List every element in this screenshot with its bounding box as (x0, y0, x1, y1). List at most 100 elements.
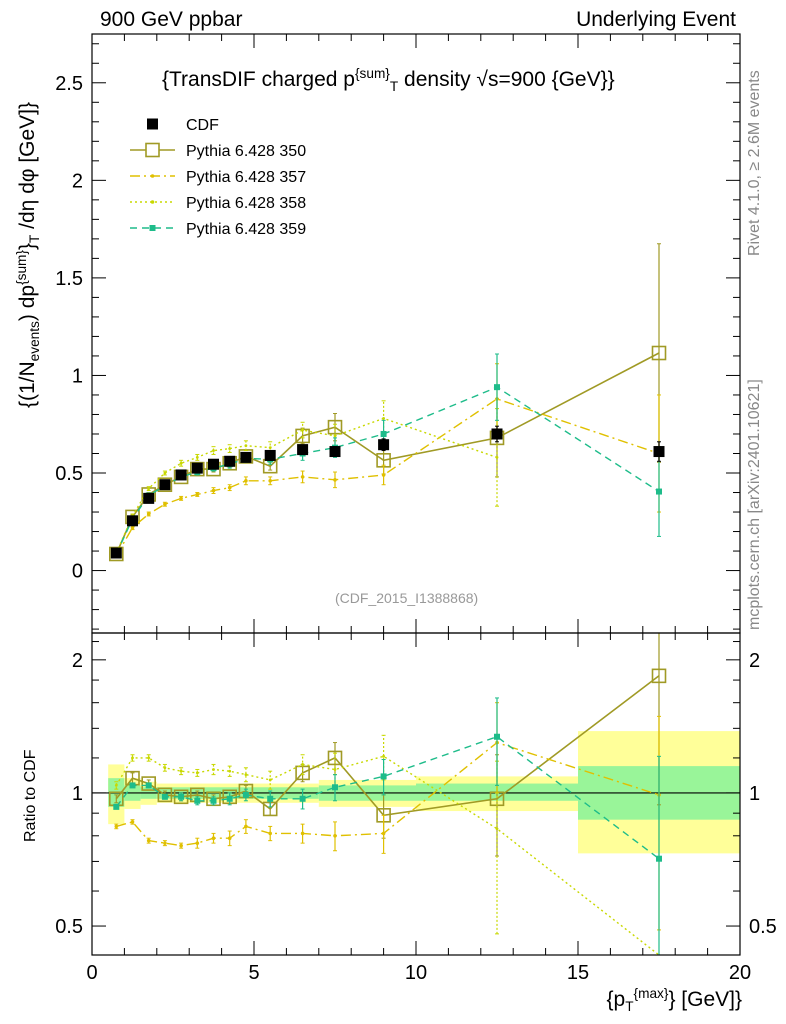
main-marker-2-2 (147, 487, 151, 491)
main-marker-2-5 (195, 455, 199, 459)
ratio-marker-2-13 (495, 827, 499, 831)
ratio-marker-3-5 (194, 797, 201, 804)
legend-label-0: CDF (186, 117, 219, 134)
main-marker-3-13 (494, 384, 500, 391)
ratio-marker-3-13 (494, 733, 500, 740)
main-ytick-label: 2 (72, 170, 83, 192)
legend-marker-1 (145, 142, 160, 158)
ratio-ytick-label-right: 1 (749, 783, 760, 805)
legend-marker-0 (147, 118, 158, 130)
main-ytick-label: 1 (72, 365, 83, 387)
main-marker-1-9 (268, 479, 273, 483)
ratio-ytick-label-left: 1 (72, 783, 83, 805)
ratio-marker-2-3 (163, 766, 167, 770)
main-marker-2-4 (179, 461, 183, 465)
main-marker-1-3 (163, 502, 167, 507)
main-marker-4-1 (127, 515, 138, 527)
main-marker-1-11 (333, 478, 337, 482)
ratio-marker-1-12 (381, 831, 386, 836)
ratio-marker-3-6 (210, 797, 217, 804)
main-marker-4-6 (208, 458, 219, 470)
main-marker-1-12 (381, 473, 386, 477)
main-marker-4-7 (224, 455, 236, 467)
header-observable-label: Underlying Event (576, 8, 736, 31)
main-line-1 (115, 398, 660, 557)
main-series-4 (110, 425, 665, 559)
main-ytick-label: 2.5 (55, 73, 83, 95)
ratio-ytick-label-left: 0.5 (55, 916, 83, 938)
ratio-marker-1-8 (244, 824, 248, 829)
legend-entry-2: Pythia 6.428 357 (130, 169, 306, 186)
ratio-marker-1-9 (268, 831, 273, 836)
legend-entry-4: Pythia 6.428 359 (130, 221, 306, 238)
main-marker-1-7 (227, 485, 232, 490)
main-marker-2-7 (228, 447, 232, 451)
ratio-y-axis-label: Ratio to CDF (22, 749, 39, 842)
ratio-ytick-label-right: 0.5 (749, 916, 777, 938)
ratio-marker-1-3 (163, 841, 167, 845)
main-marker-2-9 (268, 446, 272, 450)
ratio-marker-3-8 (242, 791, 249, 798)
ratio-marker-2-5 (195, 771, 199, 775)
ratio-series-3 (113, 697, 662, 956)
ratio-marker-3-0 (113, 803, 120, 810)
ratio-line-2 (115, 755, 660, 956)
ratio-marker-3-2 (145, 782, 152, 789)
main-marker-2-6 (212, 449, 215, 452)
header-collision-label: 900 GeV ppbar (100, 8, 243, 31)
legend-label-3: Pythia 6.428 358 (186, 195, 306, 212)
ratio-marker-2-6 (212, 768, 215, 771)
main-marker-4-0 (110, 547, 122, 559)
main-marker-0-5 (190, 461, 205, 477)
main-marker-2-13 (495, 455, 499, 459)
main-series-3 (113, 353, 662, 557)
ratio-marker-3-9 (267, 795, 274, 802)
main-marker-4-12 (378, 439, 390, 451)
ratio-marker-0-2 (141, 776, 156, 791)
ratio-xtick-label: 5 (248, 962, 259, 984)
legend-entry-3: Pythia 6.428 358 (130, 195, 306, 212)
ratio-marker-2-11 (333, 768, 337, 771)
ratio-marker-3-11 (332, 784, 338, 791)
ratio-marker-3-3 (161, 793, 168, 800)
ratio-marker-1-11 (333, 833, 337, 838)
main-marker-2-12 (382, 416, 385, 420)
main-marker-2-10 (301, 428, 304, 432)
main-marker-4-13 (491, 428, 503, 440)
ratio-marker-3-1 (129, 782, 136, 789)
main-line-3 (115, 386, 660, 555)
ratio-marker-1-6 (211, 836, 216, 841)
ratio-marker-1-5 (195, 841, 200, 845)
legend-marker-2 (150, 174, 155, 178)
main-line-2 (115, 417, 498, 554)
main-marker-1-5 (195, 492, 200, 497)
main-marker-0-14 (651, 345, 667, 361)
main-marker-4-3 (159, 479, 171, 491)
main-marker-1-2 (146, 512, 151, 516)
ratio-xtick-label: 10 (405, 962, 427, 984)
ratio-marker-2-9 (268, 778, 272, 782)
legend-marker-3 (150, 200, 155, 204)
main-ytick-label: 0.5 (55, 463, 83, 485)
main-ytick-label: 1.5 (55, 268, 83, 290)
ratio-marker-3-14 (656, 855, 662, 862)
ratio-series-2 (114, 734, 660, 956)
ratio-marker-2-2 (147, 756, 151, 760)
main-marker-4-5 (191, 462, 203, 474)
ratio-ytick-label-right: 2 (749, 650, 760, 672)
ratio-marker-3-10 (299, 795, 306, 802)
mcplots-source-label: mcplots.cern.ch [arXiv:2401.10621] (746, 379, 763, 630)
ratio-marker-0-11 (327, 750, 343, 766)
ratio-marker-1-0 (114, 824, 119, 829)
legend-entry-0: CDF (147, 117, 219, 134)
analysis-watermark: (CDF_2015_I1388868) (335, 590, 479, 606)
main-marker-0-3 (157, 477, 173, 493)
ratio-marker-3-4 (178, 793, 185, 800)
main-marker-1-6 (211, 488, 216, 493)
ratio-xtick-label: 15 (567, 962, 589, 984)
ratio-marker-1-10 (300, 831, 305, 836)
legend-marker-4 (149, 225, 156, 231)
main-series-0 (109, 243, 667, 562)
main-marker-4-9 (264, 449, 276, 461)
